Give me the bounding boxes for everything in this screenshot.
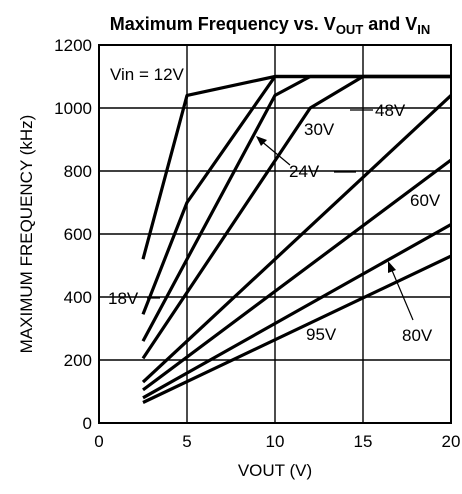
y-tick-label: 0: [83, 414, 92, 433]
y-tick-label: 1200: [54, 36, 92, 55]
series-labels: Vin = 12V 18V 24V 30V 48V 60V 80V 95V: [108, 65, 441, 345]
x-tick-label: 10: [266, 432, 285, 451]
chart-title: Maximum Frequency vs. VOUT and VIN: [110, 14, 431, 37]
series-label-24v: 24V: [289, 162, 320, 181]
series-label-95v: 95V: [306, 325, 337, 344]
y-tick-label: 200: [64, 351, 92, 370]
leader-80v: [390, 267, 414, 321]
series-label-12v: Vin = 12V: [110, 65, 185, 84]
y-axis-label: MAXIMUM FREQUENCY (kHz): [17, 115, 36, 354]
leader-24v-arrowhead: [256, 136, 267, 146]
plot-frame: [98, 44, 452, 424]
series-label-48v: 48V: [375, 101, 406, 120]
x-tick-label: 20: [442, 432, 461, 451]
y-tick-label: 800: [64, 162, 92, 181]
series-line-95v: [142, 254, 452, 404]
series-line-30v: [141, 74, 451, 360]
series-line-80v: [142, 223, 452, 400]
leader-24v: [259, 139, 291, 166]
series-label-18v: 18V: [108, 289, 139, 308]
x-tick-label: 15: [354, 432, 373, 451]
y-tick-label: 1000: [54, 99, 92, 118]
series-line-48v: [141, 94, 453, 384]
series-label-80v: 80V: [402, 326, 433, 345]
series-label-60v: 60V: [410, 191, 441, 210]
y-tick-label: 600: [64, 225, 92, 244]
x-tick-label: 5: [182, 432, 191, 451]
x-tick-label: 0: [94, 432, 103, 451]
y-tick-label: 400: [64, 288, 92, 307]
leader-80v-arrowhead: [388, 261, 396, 273]
series-lines: [141, 74, 453, 404]
series-line-60v: [142, 158, 452, 392]
series-label-30v: 30V: [304, 120, 335, 139]
x-axis-label: VOUT (V): [238, 461, 312, 480]
